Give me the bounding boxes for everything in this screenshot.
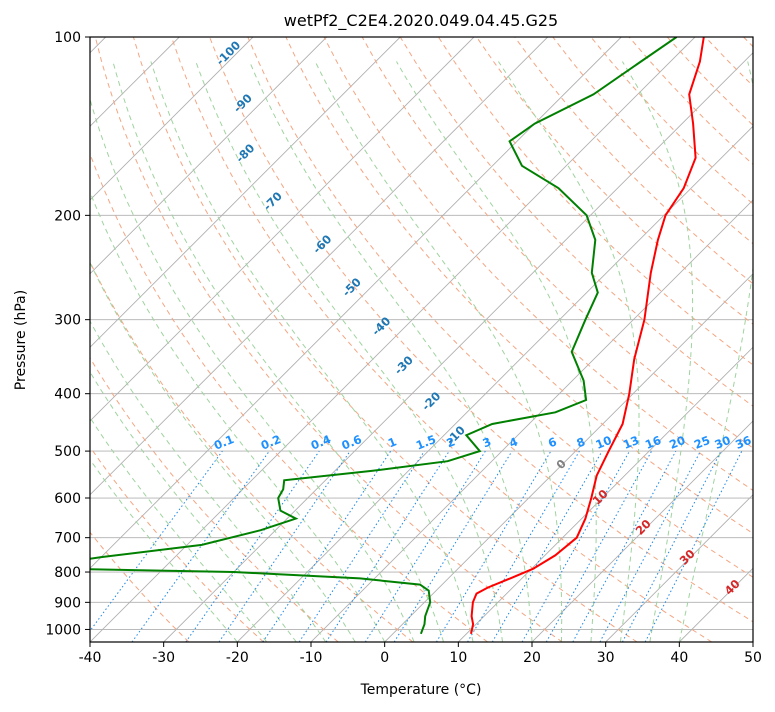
y-tick-label: 600 <box>54 491 81 507</box>
moist-adiabat-line <box>397 62 597 643</box>
mixing-ratio-line <box>263 451 391 642</box>
mixing-ratio-line <box>645 451 742 642</box>
mixing-ratio-label: 30 <box>712 433 732 452</box>
y-tick-label: 300 <box>54 313 81 329</box>
y-tick-label: 400 <box>54 387 81 403</box>
mixing-ratio-label: 1 <box>386 434 399 450</box>
dry-adiabat-line <box>19 37 413 642</box>
mixing-ratio-line <box>522 451 629 642</box>
mixing-ratio-label: 0.6 <box>340 432 364 453</box>
mixing-ratio-label: 13 <box>621 433 641 452</box>
background-lines <box>0 37 775 642</box>
x-axis-label: Temperature (°C) <box>360 682 482 698</box>
dry-adiabat-label: -50 <box>339 275 364 300</box>
isotherm-line <box>385 37 775 642</box>
isotherm-line <box>458 37 775 642</box>
y-tick-label: 1000 <box>45 622 81 638</box>
mixing-ratio-label: 3 <box>481 434 494 450</box>
x-tick-label: 0 <box>380 650 389 666</box>
x-tick-label: -10 <box>300 650 323 666</box>
isotherm-line <box>532 37 775 642</box>
dry-adiabat-line <box>744 37 775 642</box>
mixing-ratio-label: 4 <box>507 434 520 450</box>
isotherm-line <box>0 37 548 642</box>
mixing-ratio-label: 0.2 <box>259 432 283 453</box>
mixing-ratio-line <box>546 451 651 642</box>
x-tick-label: 50 <box>744 650 762 666</box>
y-tick-label: 100 <box>54 30 81 46</box>
temperature-profile <box>471 37 704 634</box>
moist-adiabat-line <box>3 62 326 643</box>
isotherm-line <box>311 37 775 642</box>
isotherm-line <box>0 37 474 642</box>
x-tick-label: -40 <box>79 650 102 666</box>
moist-adiabat-label: 30 <box>677 547 698 568</box>
isotherm-line <box>164 37 769 642</box>
y-tick-label: 200 <box>54 208 81 224</box>
x-tick-label: 20 <box>523 650 541 666</box>
dry-adiabat-line <box>95 37 562 642</box>
x-tick-label: 40 <box>670 650 688 666</box>
x-tick-label: 30 <box>597 650 615 666</box>
dry-adiabat-line <box>705 37 775 642</box>
chart-title: wetPf2_C2E4.2020.049.04.45.G25 <box>284 11 558 31</box>
mixing-ratio-label: 16 <box>643 433 663 452</box>
isotherm-line <box>0 37 327 642</box>
isotherm-line <box>0 37 253 642</box>
mixing-ratio-label: 20 <box>667 433 687 452</box>
moist-adiabat-line <box>250 62 532 643</box>
x-tick-label: -20 <box>226 650 249 666</box>
isotherm-line <box>90 37 695 642</box>
dewpoint-profile <box>67 37 677 634</box>
dry-adiabat-line <box>515 37 775 642</box>
y-tick-label: 700 <box>54 531 81 547</box>
dry-adiabat-label: -70 <box>260 189 285 214</box>
dry-adiabat-label: -80 <box>233 141 258 166</box>
y-axis-label: Pressure (hPa) <box>13 290 29 390</box>
mixing-ratio-line <box>132 451 269 642</box>
mixing-ratio-label: 8 <box>575 434 588 450</box>
dry-adiabat-label: -30 <box>391 353 416 378</box>
plot-frame <box>90 37 753 642</box>
moist-adiabat-line <box>26 62 355 643</box>
mixing-ratio-line <box>82 451 223 642</box>
moist-adiabat-label: 0 <box>553 456 569 472</box>
mixing-ratio-label: 6 <box>546 434 559 450</box>
moist-adiabat-line <box>315 62 562 643</box>
isotherm-line <box>753 37 775 642</box>
x-tick-label: -30 <box>152 650 175 666</box>
dry-adiabat-line <box>0 37 338 642</box>
moist-adiabat-line <box>151 62 473 643</box>
y-tick-label: 800 <box>54 565 81 581</box>
dry-adiabat-label: -60 <box>310 232 335 257</box>
dry-adiabat-label: -100 <box>213 38 243 68</box>
x-tick-label: 10 <box>449 650 467 666</box>
dry-adiabat-line <box>438 37 775 642</box>
mixing-ratio-label: 1.5 <box>414 432 438 453</box>
dry-adiabat-label: -40 <box>369 314 394 339</box>
mixing-ratio-label: 0.4 <box>309 432 333 453</box>
mixing-ratio-line <box>326 451 449 642</box>
isotherm-line <box>0 37 400 642</box>
y-tick-label: 500 <box>54 444 81 460</box>
moist-adiabat-label: 40 <box>722 577 743 598</box>
moist-adiabat-label: 20 <box>633 517 654 538</box>
dry-adiabat-label: -90 <box>230 91 255 116</box>
y-tick-label: 900 <box>54 595 81 611</box>
moist-adiabat-line <box>0 62 267 643</box>
dry-adiabat-label: -20 <box>419 389 444 414</box>
dry-adiabat-line <box>57 37 488 642</box>
dry-adiabat-line <box>172 37 712 642</box>
mixing-ratio-label: 0.1 <box>212 432 236 453</box>
dry-adiabat-line <box>0 37 263 642</box>
